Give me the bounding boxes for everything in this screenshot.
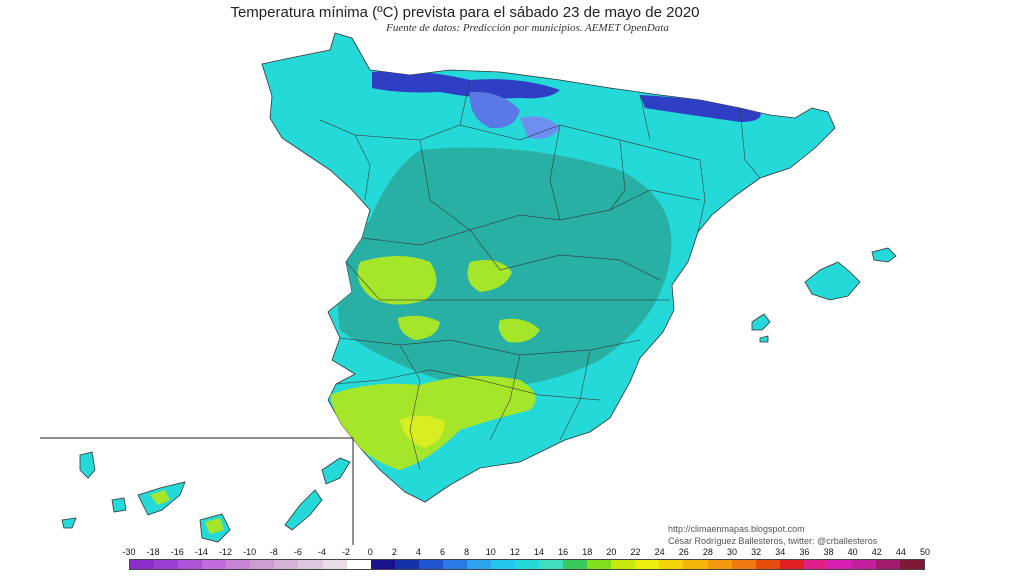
legend-tick-label: 2 (391, 547, 397, 557)
legend-tick-label: 50 (919, 547, 930, 557)
legend-tick-label: -30 (122, 547, 136, 557)
legend-swatch (611, 560, 636, 569)
legend-tick-label: 28 (702, 547, 713, 557)
lanzarote (321, 457, 351, 485)
legend-tick-label: -18 (146, 547, 160, 557)
ibiza (751, 313, 771, 331)
legend-swatch (827, 560, 852, 569)
menorca (871, 247, 897, 263)
legend-swatch (178, 560, 203, 569)
legend-tick-label: 44 (895, 547, 906, 557)
legend-swatch (298, 560, 323, 569)
legend-swatch (130, 560, 155, 569)
legend-tick-label: 36 (799, 547, 810, 557)
inset-frame (40, 437, 354, 545)
zone-cold-pyrenees (640, 95, 761, 122)
la-gomera (111, 497, 127, 513)
legend-swatch (202, 560, 227, 569)
legend-tick-label: -2 (342, 547, 351, 557)
canary-inset (40, 437, 354, 545)
legend-swatch (803, 560, 828, 569)
gran-canaria-warm (205, 518, 224, 534)
legend-swatch (731, 560, 756, 569)
legend-swatch (875, 560, 900, 569)
zone-cold-burgos (520, 116, 560, 139)
legend-tick-label: -4 (317, 547, 326, 557)
map-subtitle: Fuente de datos: Predicción por municipi… (386, 22, 669, 34)
fuerteventura (284, 489, 323, 531)
zone-cold-cantabrian (372, 71, 560, 99)
zone-warm-ciudadreal (498, 318, 540, 343)
la-palma (79, 451, 96, 479)
legend-swatch (490, 560, 515, 569)
legend-swatch (779, 560, 804, 569)
legend-swatch (250, 560, 275, 569)
balearic-islands (751, 247, 897, 343)
legend-tick-label: 18 (582, 547, 593, 557)
legend-tick-label: -8 (269, 547, 278, 557)
tenerife-warm (150, 490, 170, 505)
zone-warm-guadiana (398, 315, 440, 340)
legend-tick-label: 40 (847, 547, 858, 557)
legend-swatch (755, 560, 780, 569)
legend-swatch (900, 560, 925, 569)
legend-tick-label: 14 (534, 547, 545, 557)
peninsula (261, 32, 836, 503)
legend-tick-label: 30 (727, 547, 738, 557)
legend-swatch (515, 560, 540, 569)
zone-cold-leon (469, 91, 520, 129)
legend-tick-label: 20 (606, 547, 617, 557)
mallorca (804, 261, 861, 301)
legend-tick-label: 6 (440, 547, 446, 557)
legend-tick-label: 16 (558, 547, 569, 557)
map-title: Temperatura mínima (ºC) prevista para el… (230, 4, 700, 21)
legend-swatch (659, 560, 684, 569)
legend-tick-label: 4 (415, 547, 421, 557)
legend-tick-label: 32 (751, 547, 762, 557)
legend-tick-label: 42 (871, 547, 882, 557)
el-hierro (61, 517, 77, 529)
legend-swatch (274, 560, 299, 569)
legend-tick-label: 38 (823, 547, 834, 557)
legend-swatch (563, 560, 588, 569)
zone-warm-extremadura (357, 256, 437, 305)
legend-swatch (851, 560, 876, 569)
blog-url: http://climaenmapas.blogspot.com (668, 524, 805, 534)
legend-tick-label: 0 (367, 547, 373, 557)
legend-swatch (683, 560, 708, 569)
legend-swatch (154, 560, 179, 569)
color-legend (129, 559, 925, 570)
formentera (759, 335, 769, 343)
legend-swatch (346, 560, 371, 569)
legend-swatch (322, 560, 347, 569)
legend-swatch (442, 560, 467, 569)
legend-swatch (370, 560, 395, 569)
legend-tick-label: 24 (654, 547, 665, 557)
legend-swatch (418, 560, 443, 569)
legend-tick-label: 22 (630, 547, 641, 557)
legend-tick-label: 10 (485, 547, 496, 557)
legend-tick-label: -6 (293, 547, 302, 557)
legend-tick-label: 26 (678, 547, 689, 557)
legend-tick-label: 34 (775, 547, 786, 557)
legend-tick-label: -10 (243, 547, 257, 557)
legend-swatch (226, 560, 251, 569)
legend-tick-label: 12 (509, 547, 520, 557)
credits: http://climaenmapas.blogspot.com César R… (668, 523, 877, 547)
legend-swatch (394, 560, 419, 569)
legend-swatch (707, 560, 732, 569)
legend-swatch (587, 560, 612, 569)
legend-tick-labels: -30 -18 -16 -14 -12 -10 -8 -6 -4 -2 0 2 4 6 8 10 12 14 16 1… (0, 547, 1024, 559)
legend-tick-label: -14 (194, 547, 208, 557)
author-credit: César Rodríguez Ballesteros, twitter: @c… (668, 536, 878, 546)
legend-tick-label: -16 (170, 547, 184, 557)
legend-swatch (539, 560, 564, 569)
legend-tick-label: 8 (464, 547, 470, 557)
legend-swatch (635, 560, 660, 569)
province-borders (319, 79, 761, 471)
legend-swatch (466, 560, 491, 569)
legend-tick-label: -12 (218, 547, 232, 557)
zone-warm-toledo (467, 259, 512, 292)
